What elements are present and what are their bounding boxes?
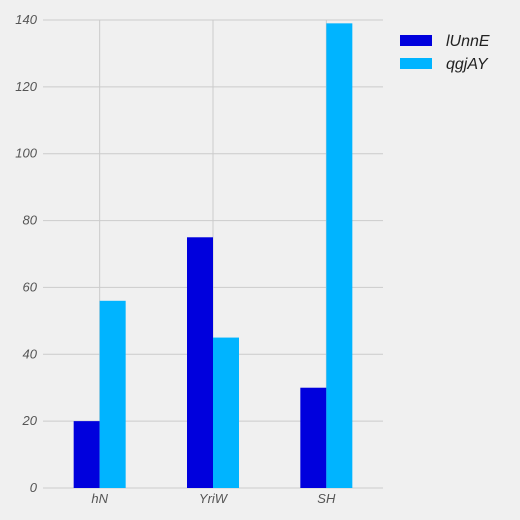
x-tick-label: hN [91, 491, 108, 506]
y-tick-label: 40 [23, 346, 38, 361]
legend: lUnnE qgjAY [400, 33, 490, 73]
legend-label: qgjAY [446, 56, 489, 73]
bar [73, 421, 100, 488]
y-tick-label: 120 [15, 79, 37, 94]
bar [300, 387, 327, 488]
legend-swatch [400, 58, 432, 69]
y-tick-label: 60 [23, 279, 38, 294]
x-axis-ticks: hN YriW SH [91, 491, 336, 506]
legend-swatch [400, 35, 432, 46]
bar [187, 237, 213, 488]
x-tick-label: SH [317, 491, 336, 506]
y-tick-label: 80 [23, 213, 38, 228]
y-tick-label: 100 [15, 146, 37, 161]
bar [213, 337, 239, 488]
bars [73, 23, 353, 488]
y-tick-label: 140 [15, 12, 37, 27]
y-axis-ticks: 0 20 40 60 80 100 120 140 [15, 12, 37, 495]
y-tick-label: 20 [22, 413, 38, 428]
bar [326, 23, 353, 488]
x-tick-label: YriW [199, 491, 229, 506]
legend-label: lUnnE [446, 33, 490, 50]
bar [99, 300, 126, 488]
y-tick-label: 0 [30, 480, 38, 495]
